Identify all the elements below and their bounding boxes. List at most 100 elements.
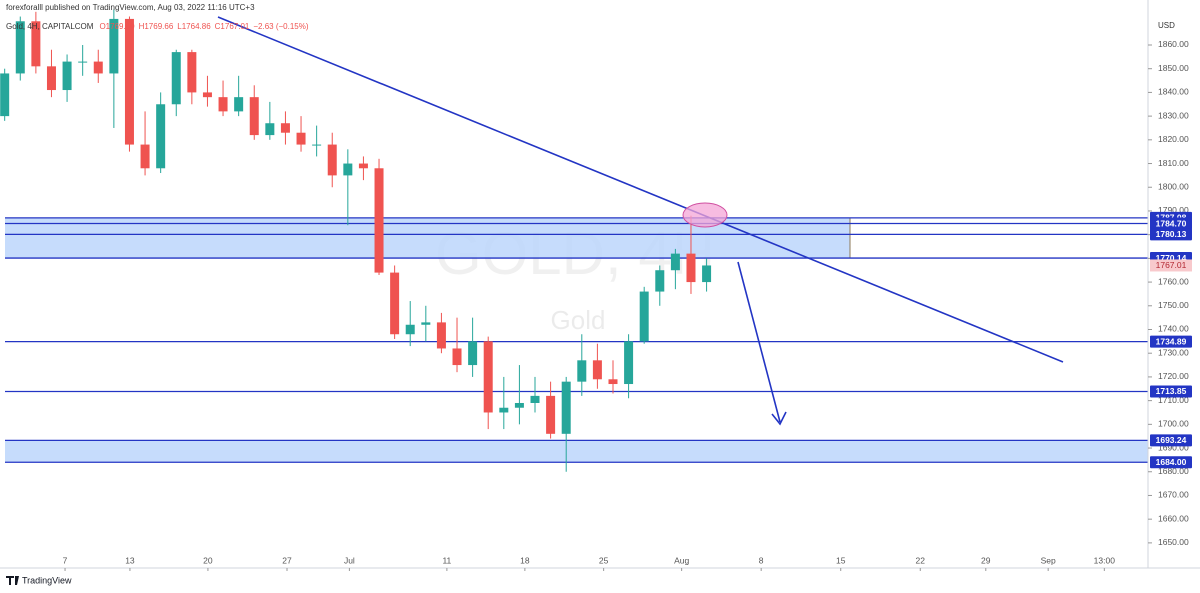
publisher: forexforalll published on TradingView.co…	[6, 3, 255, 12]
candle-body	[93, 61, 103, 74]
x-tick-label: 20	[203, 555, 213, 565]
level-label-box	[1150, 456, 1192, 469]
y-tick-label: 1860.00	[1158, 39, 1189, 49]
candle-body	[639, 291, 649, 342]
candle-body	[405, 324, 415, 335]
brand: TradingView	[22, 575, 72, 585]
level-label-box	[1150, 217, 1192, 230]
plot	[0, 9, 712, 472]
candle-body	[327, 144, 337, 176]
candle-body	[202, 92, 212, 98]
candle-body	[702, 265, 712, 283]
level-label: 1684.00	[1156, 457, 1187, 467]
candle-body	[514, 402, 524, 408]
currency: USD	[1158, 21, 1175, 30]
level-label-box	[1150, 434, 1192, 447]
y-tick-label: 1850.00	[1158, 63, 1189, 73]
x-tick-label: Sep	[1041, 555, 1056, 565]
level-label: 1693.24	[1156, 435, 1187, 445]
zone	[5, 440, 1148, 463]
candle-body	[421, 322, 431, 325]
arrow-head	[771, 411, 787, 426]
y-tick-label: 1750.00	[1158, 300, 1189, 310]
x-tick-label: Aug	[674, 555, 689, 565]
candle-body	[358, 163, 368, 169]
highlight-ellipse	[682, 202, 728, 228]
level-label: 1713.85	[1156, 386, 1187, 396]
candle-body	[686, 253, 696, 283]
y-tick-label: 1680.00	[1158, 466, 1189, 476]
y-tick-label: 1660.00	[1158, 513, 1189, 523]
x-tick-label: 13	[125, 555, 135, 565]
x-tick-label: 11	[442, 555, 451, 565]
legend-value: O1769.60	[99, 22, 135, 31]
level-label: 1734.89	[1156, 336, 1187, 346]
candle-body	[280, 123, 290, 133]
axis: 1650.00 1660.00 1670.00 1680.00 1690.00 1700.…	[63, 39, 1192, 571]
level-label: 1770.14	[1156, 253, 1187, 263]
legend-value: L1764.86	[177, 22, 211, 31]
candle-body	[0, 73, 10, 117]
level-label-box	[1150, 385, 1192, 398]
x-tick-label: Jul	[344, 555, 355, 565]
candle-body	[530, 395, 540, 403]
level-label: 1784.70	[1156, 218, 1187, 228]
candle-body	[343, 163, 353, 176]
watermark-sub: Gold	[551, 305, 606, 335]
y-tick-label: 1800.00	[1158, 181, 1189, 191]
level-label-box	[1150, 335, 1192, 348]
legend-value: C1767.01	[215, 22, 250, 31]
candle-body	[31, 21, 41, 67]
candle-body	[312, 144, 322, 146]
x-tick-label: 27	[282, 555, 292, 565]
candle-body	[670, 253, 680, 271]
y-tick-label: 1830.00	[1158, 110, 1189, 120]
y-tick-label: 1730.00	[1158, 347, 1189, 357]
y-tick-label: 1670.00	[1158, 490, 1189, 500]
x-tick-label: 15	[836, 555, 846, 565]
x-tick-label: 18	[520, 555, 530, 565]
candle-body	[265, 123, 275, 136]
x-tick-label: 29	[981, 555, 991, 565]
candle-body	[608, 379, 618, 385]
arrow-shaft	[737, 261, 781, 423]
level-label: 1780.13	[1156, 229, 1187, 239]
x-tick-label: 13:00	[1094, 555, 1116, 565]
y-tick-label: 1810.00	[1158, 158, 1189, 168]
y-tick-label: 1700.00	[1158, 419, 1189, 429]
candle-body	[234, 97, 244, 112]
brand-logo	[6, 576, 19, 585]
candle-body	[561, 381, 571, 434]
candle-body	[390, 272, 400, 335]
y-tick-label: 1820.00	[1158, 134, 1189, 144]
candle-body	[592, 360, 602, 380]
y-tick-label: 1740.00	[1158, 324, 1189, 334]
y-tick-label: 1710.00	[1158, 395, 1189, 405]
candle-body	[62, 61, 72, 91]
symbol: Gold, 4H, CAPITALCOM	[6, 22, 94, 31]
candle-body	[187, 52, 197, 93]
trendline	[217, 16, 1064, 363]
candle-body	[140, 144, 150, 169]
candle-body	[296, 132, 306, 145]
candle-body	[78, 61, 88, 63]
candle-body	[452, 348, 462, 366]
candle-body	[156, 104, 166, 169]
candle-body	[124, 18, 134, 145]
candle-body	[436, 322, 446, 349]
candle-body	[655, 270, 665, 292]
candle-body	[171, 52, 181, 105]
candle-body	[499, 407, 509, 413]
y-tick-label: 1790.00	[1158, 205, 1189, 215]
candle-body	[546, 395, 556, 434]
legend-value: −2.63 (−0.15%)	[253, 22, 308, 31]
candle-body	[468, 341, 478, 366]
last-price-label: 1767.01	[1156, 260, 1187, 270]
candle-body	[577, 360, 587, 382]
x-tick-label: 22	[916, 555, 926, 565]
level-label-box	[1150, 228, 1192, 241]
candle-body	[483, 341, 493, 413]
x-tick-label: 7	[63, 555, 68, 565]
